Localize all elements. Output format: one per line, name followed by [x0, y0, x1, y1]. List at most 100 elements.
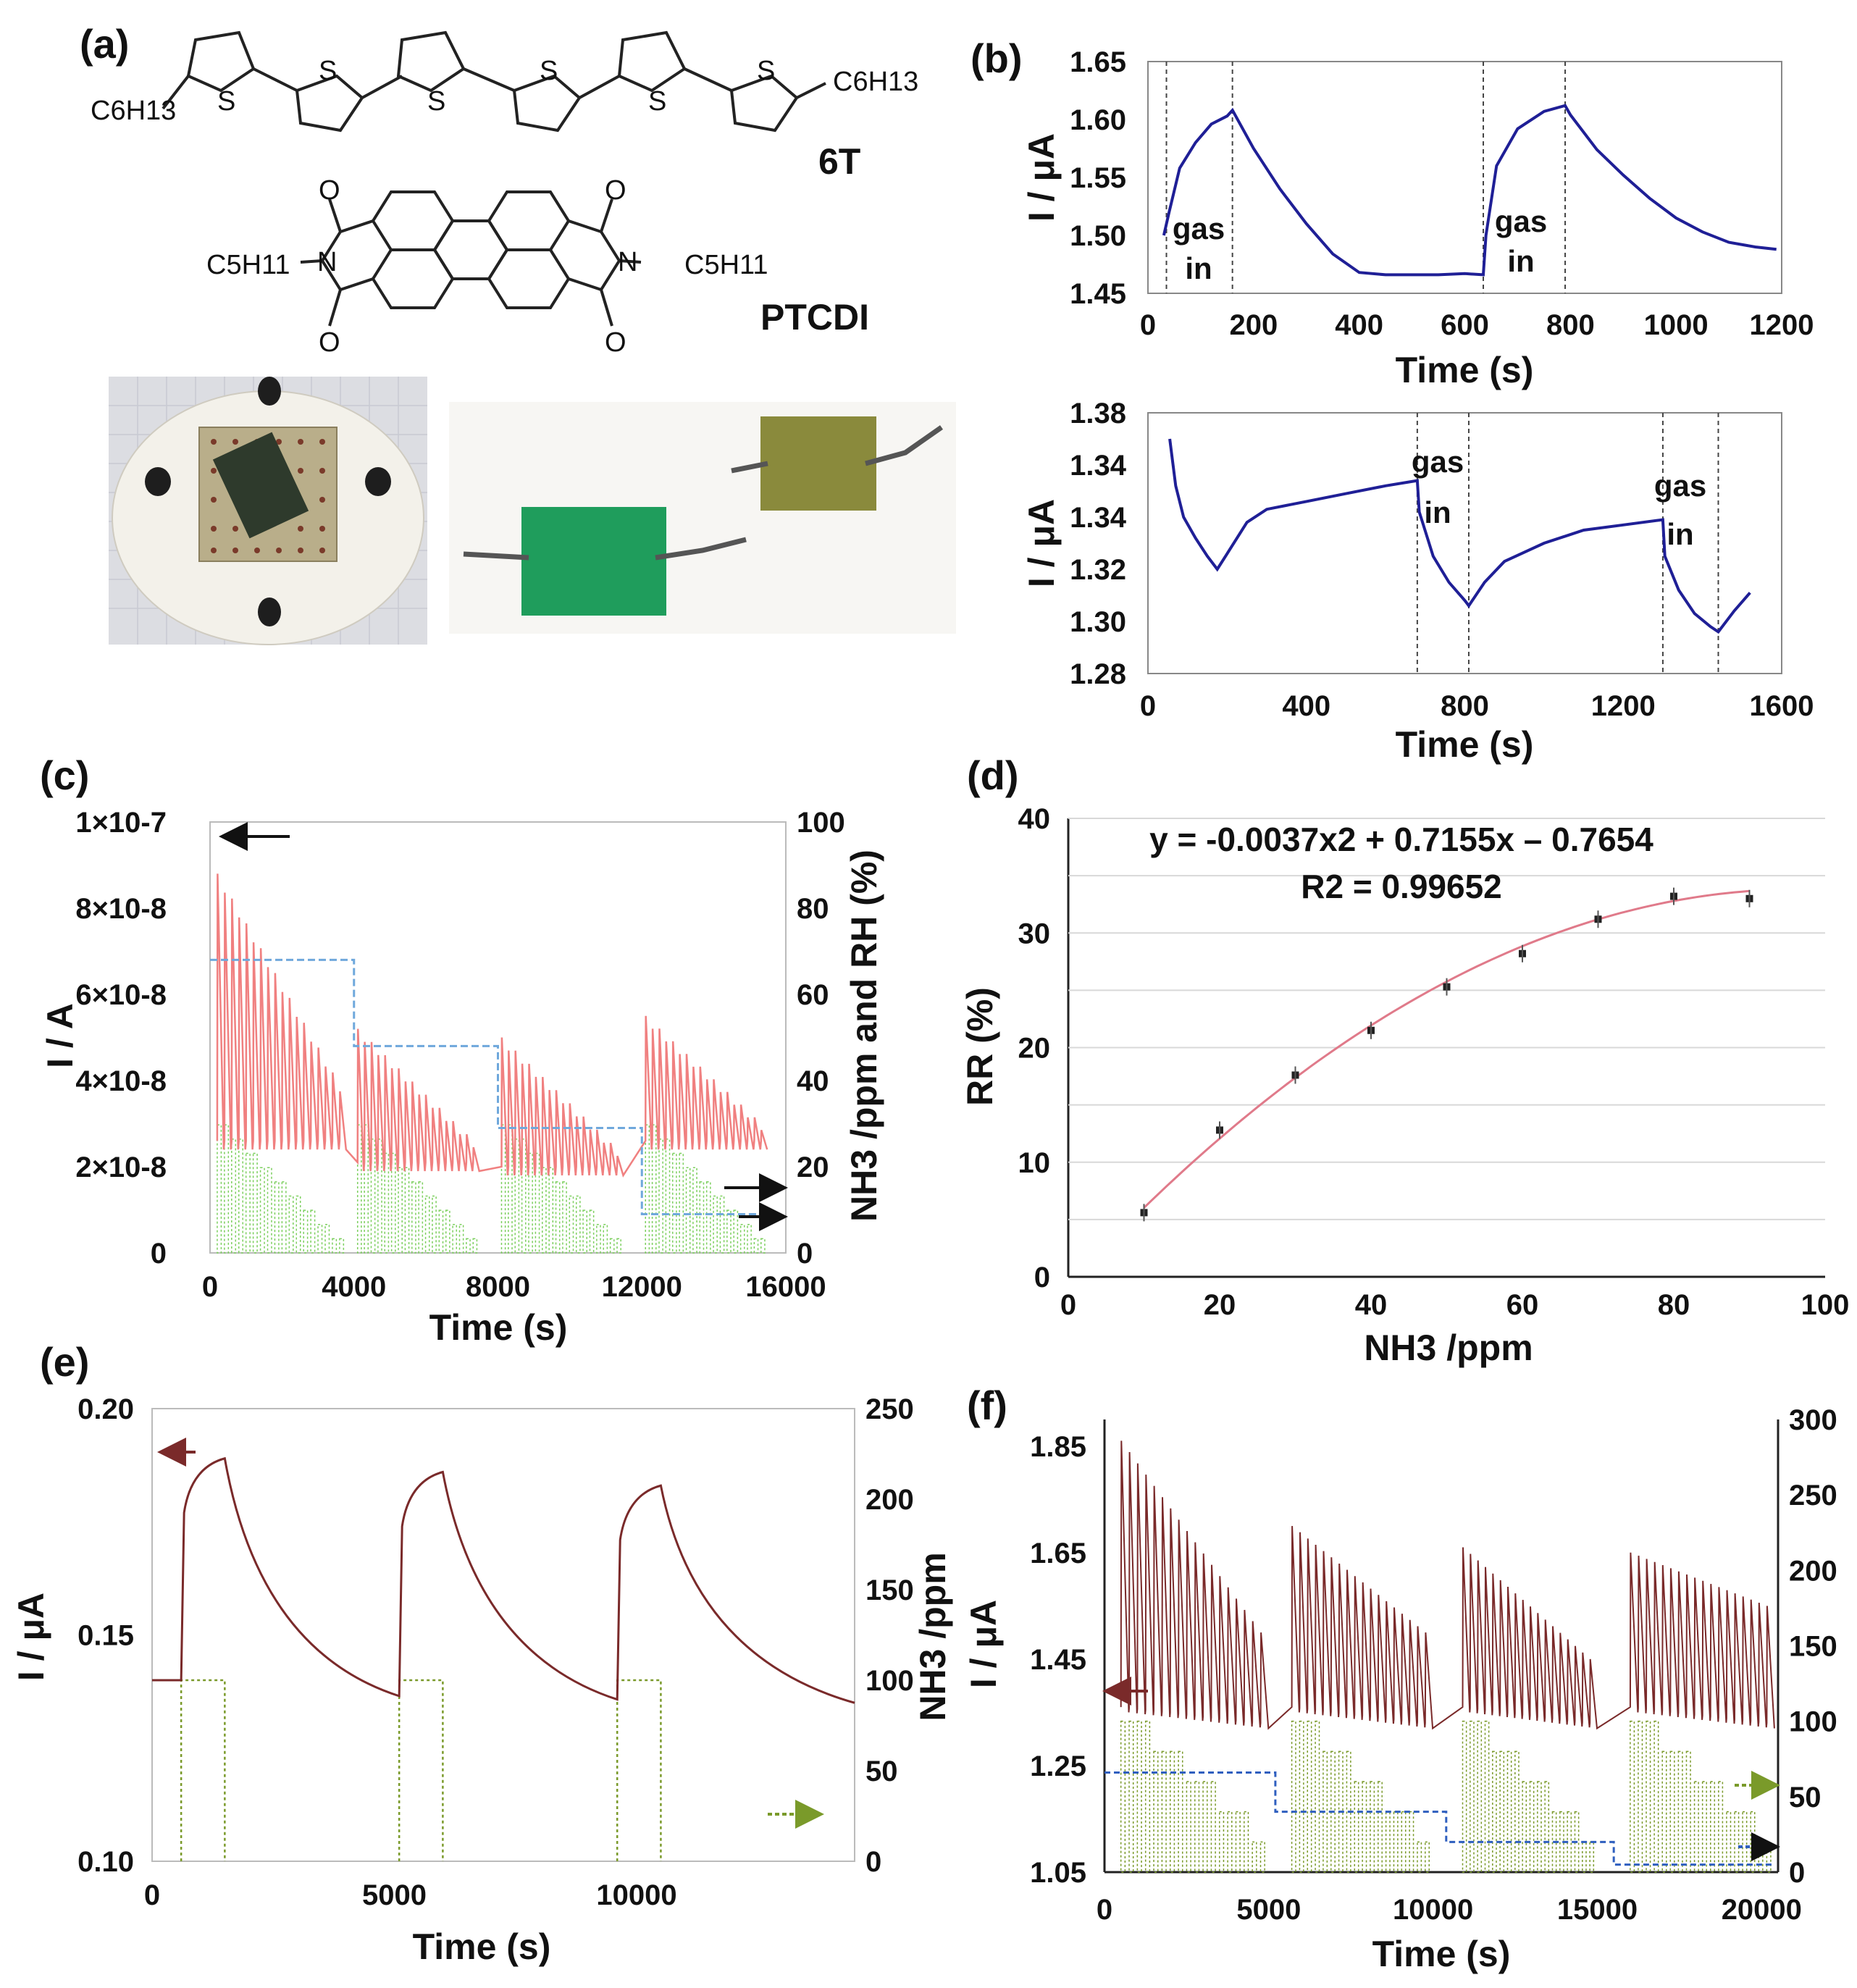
sulfur-atom-6: S: [757, 56, 775, 86]
f-y-tick-label: 1.05: [1030, 1857, 1086, 1889]
b-bottom-y-tick-label: 1.30: [1070, 606, 1126, 638]
nh3-pulse: [528, 1152, 533, 1254]
nh3-pulse: [310, 1209, 316, 1254]
b-top-x-tick-label: 0: [1140, 309, 1156, 341]
b-bottom-marks: [1168, 413, 1751, 674]
nh3-pulse: [356, 1124, 362, 1254]
oxygen-atom-3: O: [605, 175, 626, 206]
c-x-tick-label: 0: [202, 1271, 218, 1303]
e-nh3-pulse: [616, 1679, 662, 1861]
f-nh3-pulse: [1582, 1841, 1587, 1873]
f-x-axis-title: Time (s): [1372, 1934, 1511, 1974]
f-y-tick-label: 1.25: [1030, 1750, 1086, 1782]
nh3-pulse: [672, 1152, 677, 1254]
c-y2-tick-label: 60: [797, 979, 829, 1011]
f-nh3-pulse: [1161, 1750, 1167, 1873]
e-x-axis-title: Time (s): [413, 1926, 551, 1967]
nh3-pulse: [390, 1152, 396, 1254]
b-bottom-y-tick-label: 1.38: [1070, 398, 1126, 429]
f-nh3-pulse: [1259, 1841, 1265, 1873]
f-nh3-pulse: [1346, 1750, 1351, 1873]
d-x-tick-label: 40: [1355, 1289, 1388, 1321]
e-y-tick-label: 0.20: [77, 1393, 134, 1425]
b-bottom-gas-in-1a: gas: [1412, 445, 1464, 479]
nh3-pulse: [719, 1195, 725, 1254]
e-y-axis-title: I / μA: [11, 1593, 51, 1681]
nh3-pulse: [665, 1138, 671, 1254]
f-nh3-pulse: [1362, 1781, 1367, 1873]
sulfur-atom-2: S: [319, 56, 337, 86]
b-top-y-ticks: 1.45 1.50 1.55 1.60 1.65: [1070, 46, 1126, 310]
sulfur-atom-5: S: [648, 86, 666, 117]
nh3-pulse: [603, 1223, 608, 1254]
f-nh3-pulse: [1693, 1781, 1699, 1873]
f-nh3-pulse: [1701, 1781, 1707, 1873]
f-nh3-pulse: [1153, 1750, 1159, 1873]
b-top-y-axis-title: I / μA: [1021, 133, 1062, 222]
b-bottom-x-tick-label: 1200: [1591, 690, 1656, 722]
nh3-pulse: [589, 1209, 595, 1254]
b-top-y-tick-label: 1.50: [1070, 220, 1126, 252]
f-nh3-pulse: [1499, 1750, 1505, 1873]
f-nh3-pulse: [1244, 1811, 1249, 1873]
f-y-ticks: 1.05 1.25 1.45 1.65 1.85: [1030, 1431, 1086, 1889]
f-nh3-pulse: [1734, 1811, 1740, 1873]
f-nh3-pulse: [1393, 1811, 1399, 1873]
pentyl-right: C5H11: [684, 250, 768, 280]
f-nh3-pulse: [1638, 1720, 1643, 1873]
oxygen-atom-1: O: [319, 175, 340, 206]
nh3-pulse: [231, 1138, 237, 1254]
d-x-tick-label: 80: [1658, 1289, 1690, 1321]
nh3-pulse: [733, 1209, 739, 1254]
f-nh3-pulse: [1742, 1811, 1748, 1873]
e-y2-tick-label: 150: [865, 1574, 914, 1606]
thin-film-samples-photo: [449, 402, 956, 634]
d-y-tick-label: 10: [1018, 1147, 1051, 1179]
nh3-pulse: [295, 1195, 301, 1254]
f-nh3-pulse: [1718, 1781, 1724, 1873]
b-top-x-tick-label: 1200: [1750, 309, 1814, 341]
f-x-tick-label: 5000: [1236, 1894, 1301, 1926]
e-y2-tick-label: 250: [865, 1393, 914, 1425]
nh3-pulse: [472, 1238, 478, 1254]
nh3-pulse: [645, 1124, 650, 1254]
sexithiophene-structure: [162, 30, 826, 133]
f-y-axis-title: I / μA: [963, 1600, 1004, 1688]
b-bottom-y-ticks: 1.28 1.30 1.32 1.34 1.34 1.38: [1070, 398, 1127, 690]
c-y-tick-label: 1×10-7: [75, 807, 167, 839]
d-y-axis-title: RR (%): [960, 987, 1000, 1106]
molecule-6t-name: 6T: [818, 141, 860, 182]
nh3-pulse: [535, 1152, 540, 1254]
c-plot-frame: [209, 821, 787, 1254]
b-bottom-plot-frame: [1147, 412, 1782, 674]
f-rh-line: [1104, 1771, 1775, 1866]
e-current-line: [152, 1456, 855, 1704]
panel-a: (a) S S S S S S C6H13 C6H13 6T: [80, 21, 956, 645]
nh3-pulse: [616, 1238, 621, 1254]
nh3-pulse: [259, 1167, 265, 1254]
f-nh3-pulse: [1235, 1811, 1241, 1873]
b-top-gas-in-2a: gas: [1495, 204, 1547, 238]
c-marks: [210, 873, 768, 1254]
nh3-pulse: [726, 1209, 732, 1254]
nh3-pulse: [609, 1238, 615, 1254]
f-nh3-pulse: [1202, 1781, 1208, 1873]
f-nh3-pulse: [1551, 1811, 1557, 1873]
e-y2-tick-label: 50: [865, 1756, 898, 1787]
nh3-pulse: [445, 1209, 450, 1254]
c-y2-ticks: 0 20 40 60 80 100: [797, 807, 845, 1270]
b-bottom-x-ticks: 0 400 800 1200 1600: [1140, 690, 1814, 722]
f-nh3-pulse: [1370, 1781, 1375, 1873]
b-bottom-gas-in-1b: in: [1424, 495, 1451, 529]
e-x-ticks: 0 5000 10000: [144, 1879, 677, 1911]
sulfur-atom-1: S: [217, 86, 235, 117]
nh3-pulse: [713, 1195, 718, 1254]
b-top-y-tick-label: 1.60: [1070, 104, 1126, 136]
e-y2-tick-label: 200: [865, 1484, 914, 1516]
f-y-tick-label: 1.85: [1030, 1431, 1086, 1463]
nh3-pulse: [252, 1152, 258, 1254]
b-top-plot-frame: [1147, 61, 1782, 294]
f-nh3-pulse: [1574, 1811, 1580, 1873]
panel-a-label: (a): [80, 21, 129, 67]
e-x-tick-label: 5000: [362, 1879, 427, 1911]
